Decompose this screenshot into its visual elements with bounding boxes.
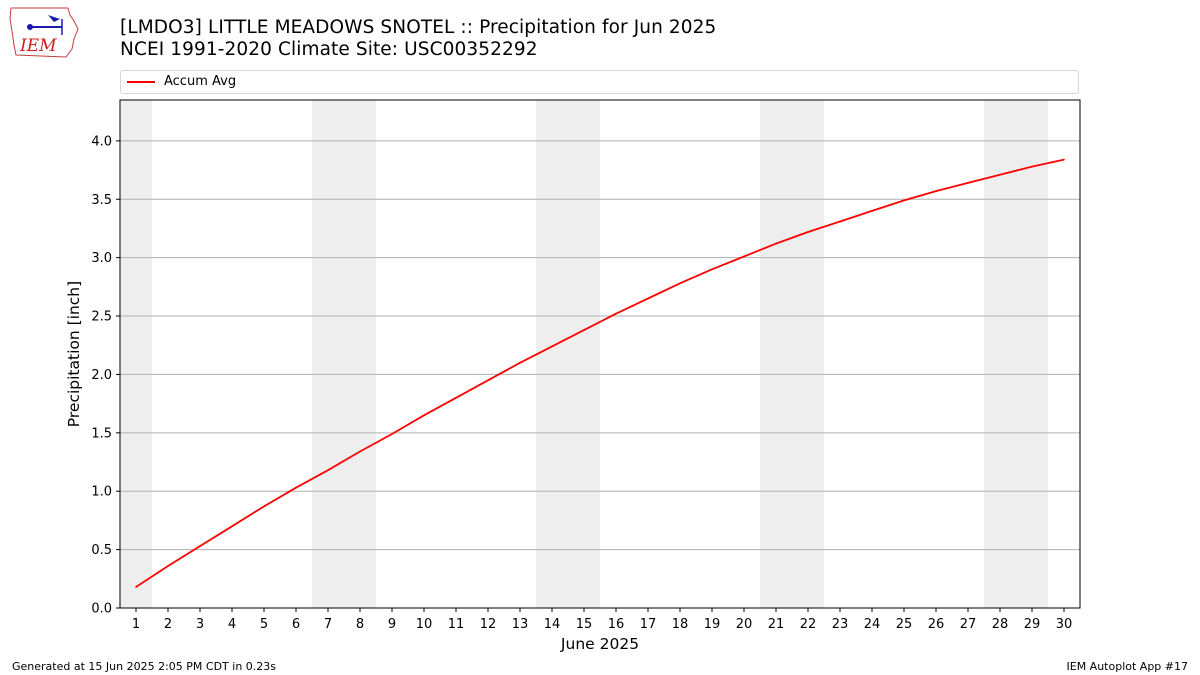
data-point-4 (231, 525, 233, 528)
data-point-16 (615, 312, 617, 315)
state-outline-shape (9, 7, 79, 58)
data-point-3 (199, 545, 201, 547)
x-tick-label-30: 30 (1056, 617, 1073, 632)
x-tick-label-15: 15 (576, 617, 593, 632)
x-tick-label-16: 16 (608, 617, 625, 632)
x-tick-label-21: 21 (768, 617, 785, 632)
y-tick-label-7: 3.5 (91, 193, 112, 208)
x-tick-label-25: 25 (896, 617, 913, 632)
iem-logo: IEM (9, 7, 79, 58)
x-tick-label-3: 3 (196, 617, 204, 632)
data-point-23 (839, 220, 841, 223)
logo-text: IEM (19, 36, 57, 56)
data-point-12 (487, 379, 489, 382)
x-tick-label-8: 8 (356, 617, 364, 632)
chart-legend: Accum Avg (120, 70, 1079, 94)
x-tick-label-6: 6 (292, 617, 300, 632)
chart-title-line-2: NCEI 1991-2020 Climate Site: USC00352292 (120, 39, 538, 60)
data-point-6 (295, 486, 297, 489)
y-tick-label-5: 2.5 (91, 310, 112, 325)
y-tick-label-3: 1.5 (91, 426, 112, 441)
x-tick-label-17: 17 (640, 617, 657, 632)
x-tick-label-11: 11 (448, 617, 465, 632)
y-tick-label-1: 0.5 (91, 543, 112, 558)
x-tick-label-29: 29 (1024, 617, 1041, 632)
data-point-21 (775, 242, 777, 245)
x-tick-label-18: 18 (672, 617, 689, 632)
logo-dot (27, 24, 33, 30)
x-tick-label-14: 14 (544, 617, 561, 632)
data-point-28 (999, 173, 1001, 176)
weekend-band-1 (312, 100, 376, 608)
data-point-17 (647, 297, 649, 300)
y-tick-label-8: 4.0 (91, 134, 112, 149)
weekend-band-0 (120, 100, 152, 608)
y-tick-label-4: 2.0 (91, 368, 112, 383)
data-point-11 (455, 396, 457, 399)
data-point-30 (1063, 158, 1065, 161)
footer-generated-text: Generated at 15 Jun 2025 2:05 PM CDT in … (12, 660, 277, 673)
data-point-20 (743, 255, 745, 258)
data-point-29 (1031, 165, 1033, 168)
data-point-25 (903, 199, 905, 202)
x-tick-label-23: 23 (832, 617, 849, 632)
data-point-14 (551, 345, 553, 348)
data-point-19 (711, 268, 713, 271)
legend-line-swatch (127, 81, 155, 83)
data-point-8 (359, 450, 361, 453)
x-tick-label-26: 26 (928, 617, 945, 632)
y-axis-label: Precipitation [inch] (65, 281, 83, 427)
data-point-27 (967, 182, 969, 184)
data-point-10 (423, 414, 425, 417)
x-tick-label-12: 12 (480, 617, 497, 632)
weekend-band-4 (984, 100, 1048, 608)
x-tick-label-5: 5 (260, 617, 268, 632)
data-point-26 (935, 190, 937, 192)
y-tick-label-2: 1.0 (91, 485, 112, 500)
data-point-1 (135, 586, 137, 588)
x-tick-label-27: 27 (960, 617, 977, 632)
data-point-24 (871, 210, 873, 212)
x-tick-label-28: 28 (992, 617, 1009, 632)
x-tick-label-9: 9 (388, 617, 396, 632)
x-tick-label-13: 13 (512, 617, 529, 632)
x-axis-label: June 2025 (560, 635, 639, 653)
x-tick-label-4: 4 (228, 617, 236, 632)
plot-frame (119, 99, 1081, 609)
data-point-7 (327, 469, 329, 471)
data-point-5 (263, 505, 265, 508)
footer-app-label: IEM Autoplot App #17 (1066, 660, 1189, 673)
data-point-2 (167, 565, 169, 567)
y-tick-label-6: 3.0 (91, 251, 112, 266)
logo-arrow (48, 15, 60, 22)
data-point-13 (519, 361, 521, 364)
x-tick-label-24: 24 (864, 617, 881, 632)
x-tick-label-19: 19 (704, 617, 721, 632)
x-tick-label-7: 7 (324, 617, 332, 632)
data-point-22 (807, 231, 809, 233)
x-tick-label-20: 20 (736, 617, 753, 632)
series-line-0 (135, 158, 1065, 588)
x-tick-label-2: 2 (164, 617, 172, 632)
x-tick-label-22: 22 (800, 617, 817, 632)
data-point-15 (583, 329, 585, 331)
x-tick-label-10: 10 (416, 617, 433, 632)
data-point-18 (679, 282, 681, 285)
y-tick-label-0: 0.0 (91, 602, 112, 617)
legend-label-accum-avg: Accum Avg (164, 74, 237, 89)
weekend-band-3 (760, 100, 824, 608)
data-point-9 (391, 433, 393, 435)
x-tick-label-1: 1 (132, 617, 140, 632)
chart-title-line-1: [LMDO3] LITTLE MEADOWS SNOTEL :: Precipi… (120, 17, 717, 38)
weekend-band-2 (536, 100, 600, 608)
